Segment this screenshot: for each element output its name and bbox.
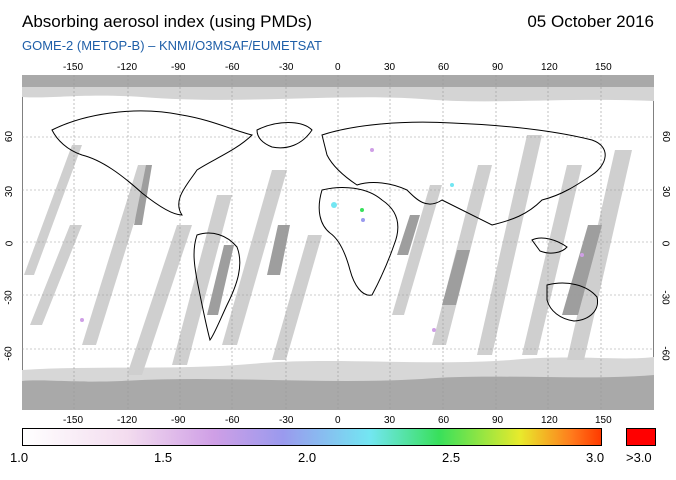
lon-tick-top: 0: [335, 62, 341, 73]
lon-tick-top: -150: [63, 62, 84, 73]
colorbar-over-label: >3.0: [626, 450, 652, 465]
aerosol-map: [21, 74, 655, 411]
aerosol-colorbar: [22, 428, 602, 446]
lon-tick-top: -30: [279, 62, 294, 73]
lat-tick-right: 60: [660, 130, 672, 143]
lat-tick-right: -30: [659, 290, 671, 305]
lon-tick-bottom: 30: [384, 415, 396, 426]
orbit-overlaps: [134, 165, 602, 315]
map-subtitle: GOME-2 (METOP-B) – KNMI/O3MSAF/EUMETSAT: [22, 38, 322, 53]
orbit-swaths: [24, 135, 632, 375]
lon-tick-bottom: 0: [335, 415, 341, 426]
lon-tick-bottom: -30: [279, 415, 294, 426]
map-date: 05 October 2016: [527, 12, 654, 31]
lat-tick-left: -30: [3, 290, 15, 305]
lat-tick-left: -60: [3, 346, 15, 361]
lon-tick-top: 90: [492, 62, 504, 73]
colorbar-label: 3.0: [586, 450, 605, 465]
aerosol-specks: [80, 148, 584, 332]
map-title: Absorbing aerosol index (using PMDs): [22, 12, 313, 31]
world-map-svg: [21, 74, 655, 411]
lon-tick-bottom: 60: [438, 415, 450, 426]
lon-tick-top: -60: [225, 62, 240, 73]
lon-tick-top: 60: [438, 62, 450, 73]
colorbar-label: 1.0: [10, 450, 29, 465]
lon-tick-bottom: 120: [541, 415, 558, 426]
lon-tick-bottom: -150: [63, 415, 84, 426]
lon-tick-bottom: -90: [171, 415, 186, 426]
lon-tick-bottom: 150: [595, 415, 612, 426]
colorbar-label: 1.5: [154, 450, 173, 465]
lat-tick-right: 0: [659, 240, 671, 247]
lat-tick-right: -60: [659, 346, 671, 361]
lon-tick-top: 150: [595, 62, 612, 73]
over-range-swatch: [626, 428, 656, 446]
lat-tick-right: 30: [660, 185, 672, 198]
colorbar-label: 2.5: [442, 450, 461, 465]
lon-tick-bottom: 90: [492, 415, 504, 426]
colorbar-label: 2.0: [298, 450, 317, 465]
arctic-light-band: [22, 87, 654, 102]
lon-tick-top: 120: [541, 62, 558, 73]
lon-tick-bottom: -60: [225, 415, 240, 426]
lon-tick-top: -90: [171, 62, 186, 73]
coastlines: [51, 110, 606, 342]
lon-tick-bottom: -120: [117, 415, 138, 426]
lat-tick-left: 30: [4, 185, 16, 198]
lat-tick-left: 0: [4, 240, 16, 247]
lat-tick-left: 60: [4, 130, 16, 143]
lon-tick-top: 30: [384, 62, 396, 73]
lon-tick-top: -120: [117, 62, 138, 73]
